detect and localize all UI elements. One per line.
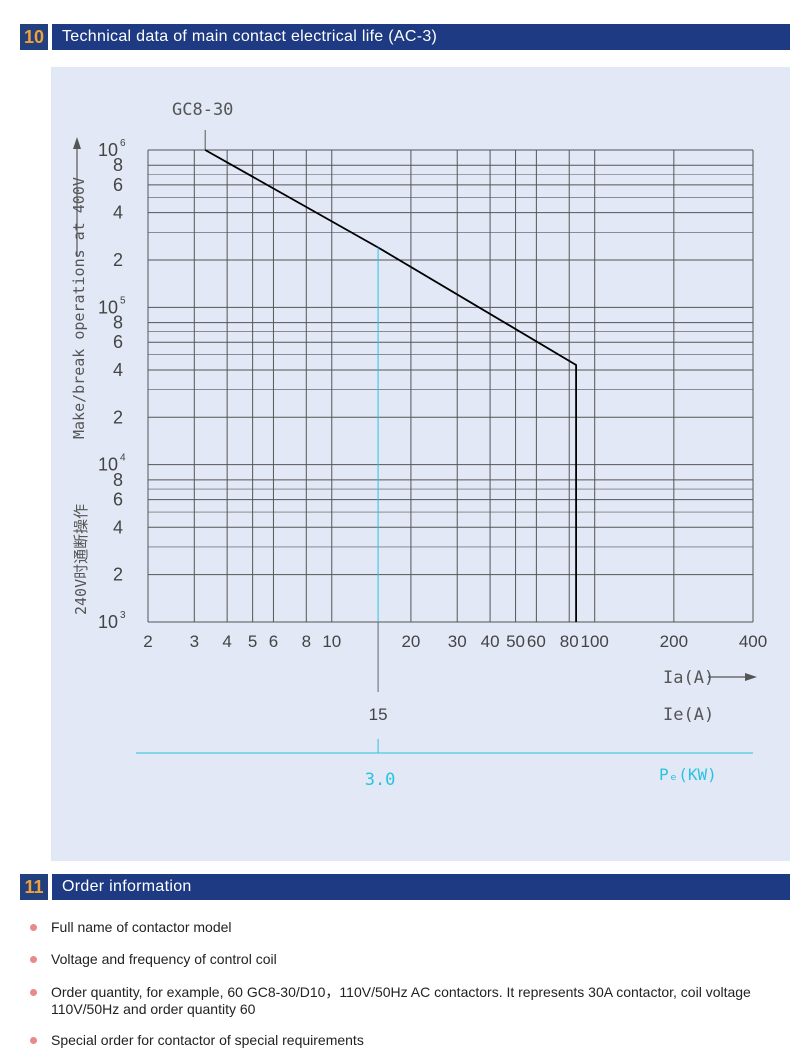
section-title: Order information (52, 874, 790, 900)
list-item-text: Special order for contactor of special r… (51, 1032, 364, 1048)
x-axis-label: Ia(A) (663, 668, 714, 688)
section-number: 10 (20, 24, 48, 50)
y-tick-label: 4 (113, 517, 123, 537)
y-axis-label: Make/break operations at 400V (70, 177, 88, 439)
chart-panel: 2 3 4 5 6 8 10 20 30 40 50 60 80 100 200 400 10 3 2 4 6 8 10 4 2… (51, 67, 790, 861)
x-tick-label: 2 (143, 632, 152, 651)
y-tick-label: 10 (98, 455, 118, 475)
ie-value: 15 (369, 705, 388, 724)
x-tick-label: 10 (322, 632, 341, 651)
y-tick-label: 8 (113, 470, 123, 490)
y-tick-exponent: 3 (120, 610, 126, 621)
y-tick-label: 6 (113, 332, 123, 352)
x-tick-label: 3 (190, 632, 199, 651)
x-tick-label: 8 (302, 632, 311, 651)
x-tick-label: 400 (739, 632, 767, 651)
bullet-icon (30, 924, 37, 931)
x-tick-label: 50 (506, 632, 525, 651)
y-tick-label: 8 (113, 313, 123, 333)
y-tick-exponent: 6 (120, 138, 126, 149)
list-item-text: Voltage and frequency of control coil (51, 951, 277, 967)
y-tick-label: 6 (113, 175, 123, 195)
y-tick-label: 6 (113, 490, 123, 510)
y-tick-label: 10 (98, 612, 118, 632)
bullet-icon (30, 956, 37, 963)
section-title: Technical data of main contact electrica… (52, 24, 790, 50)
x-tick-label: 60 (527, 632, 546, 651)
x-tick-label: 100 (581, 632, 609, 651)
y-tick-label: 2 (113, 407, 123, 427)
section-number: 11 (20, 874, 48, 900)
series-label: GC8-30 (172, 100, 233, 120)
y-axis-label-cn: 240V时通断操作 (72, 504, 90, 615)
y-tick-label: 2 (113, 565, 123, 585)
y-tick-label: 4 (113, 203, 123, 223)
x-tick-label: 30 (448, 632, 467, 651)
y-tick-label: 10 (98, 140, 118, 160)
x-tick-label: 20 (401, 632, 420, 651)
bullet-icon (30, 989, 37, 996)
y-tick-label: 8 (113, 155, 123, 175)
x-tick-label: 5 (248, 632, 257, 651)
list-item-text: Order quantity, for example, 60 GC8-30/D… (51, 984, 751, 1017)
section-header-11: 11 Order information (20, 874, 790, 900)
x-axis-arrow-head (745, 673, 757, 681)
x-tick-label: 40 (481, 632, 500, 651)
x-tick-label: 6 (269, 632, 278, 651)
x-tick-label: 200 (660, 632, 688, 651)
section-header-10: 10 Technical data of main contact electr… (20, 24, 790, 50)
life-curve (204, 149, 577, 622)
y-tick-exponent: 4 (120, 453, 126, 464)
list-item-text: Full name of contactor model (51, 919, 232, 935)
y-tick-label: 2 (113, 250, 123, 270)
power-value: 3.0 (365, 770, 396, 790)
power-label: Pₑ(KW) (659, 765, 717, 784)
x-tick-label: 4 (222, 632, 231, 651)
y-tick-exponent: 5 (120, 295, 126, 306)
bullet-icon (30, 1037, 37, 1044)
y-tick-label: 10 (98, 297, 118, 317)
y-axis-arrow-head (73, 137, 81, 149)
ie-label: Ie(A) (663, 705, 714, 725)
x-tick-label: 80 (560, 632, 579, 651)
y-tick-label: 4 (113, 360, 123, 380)
